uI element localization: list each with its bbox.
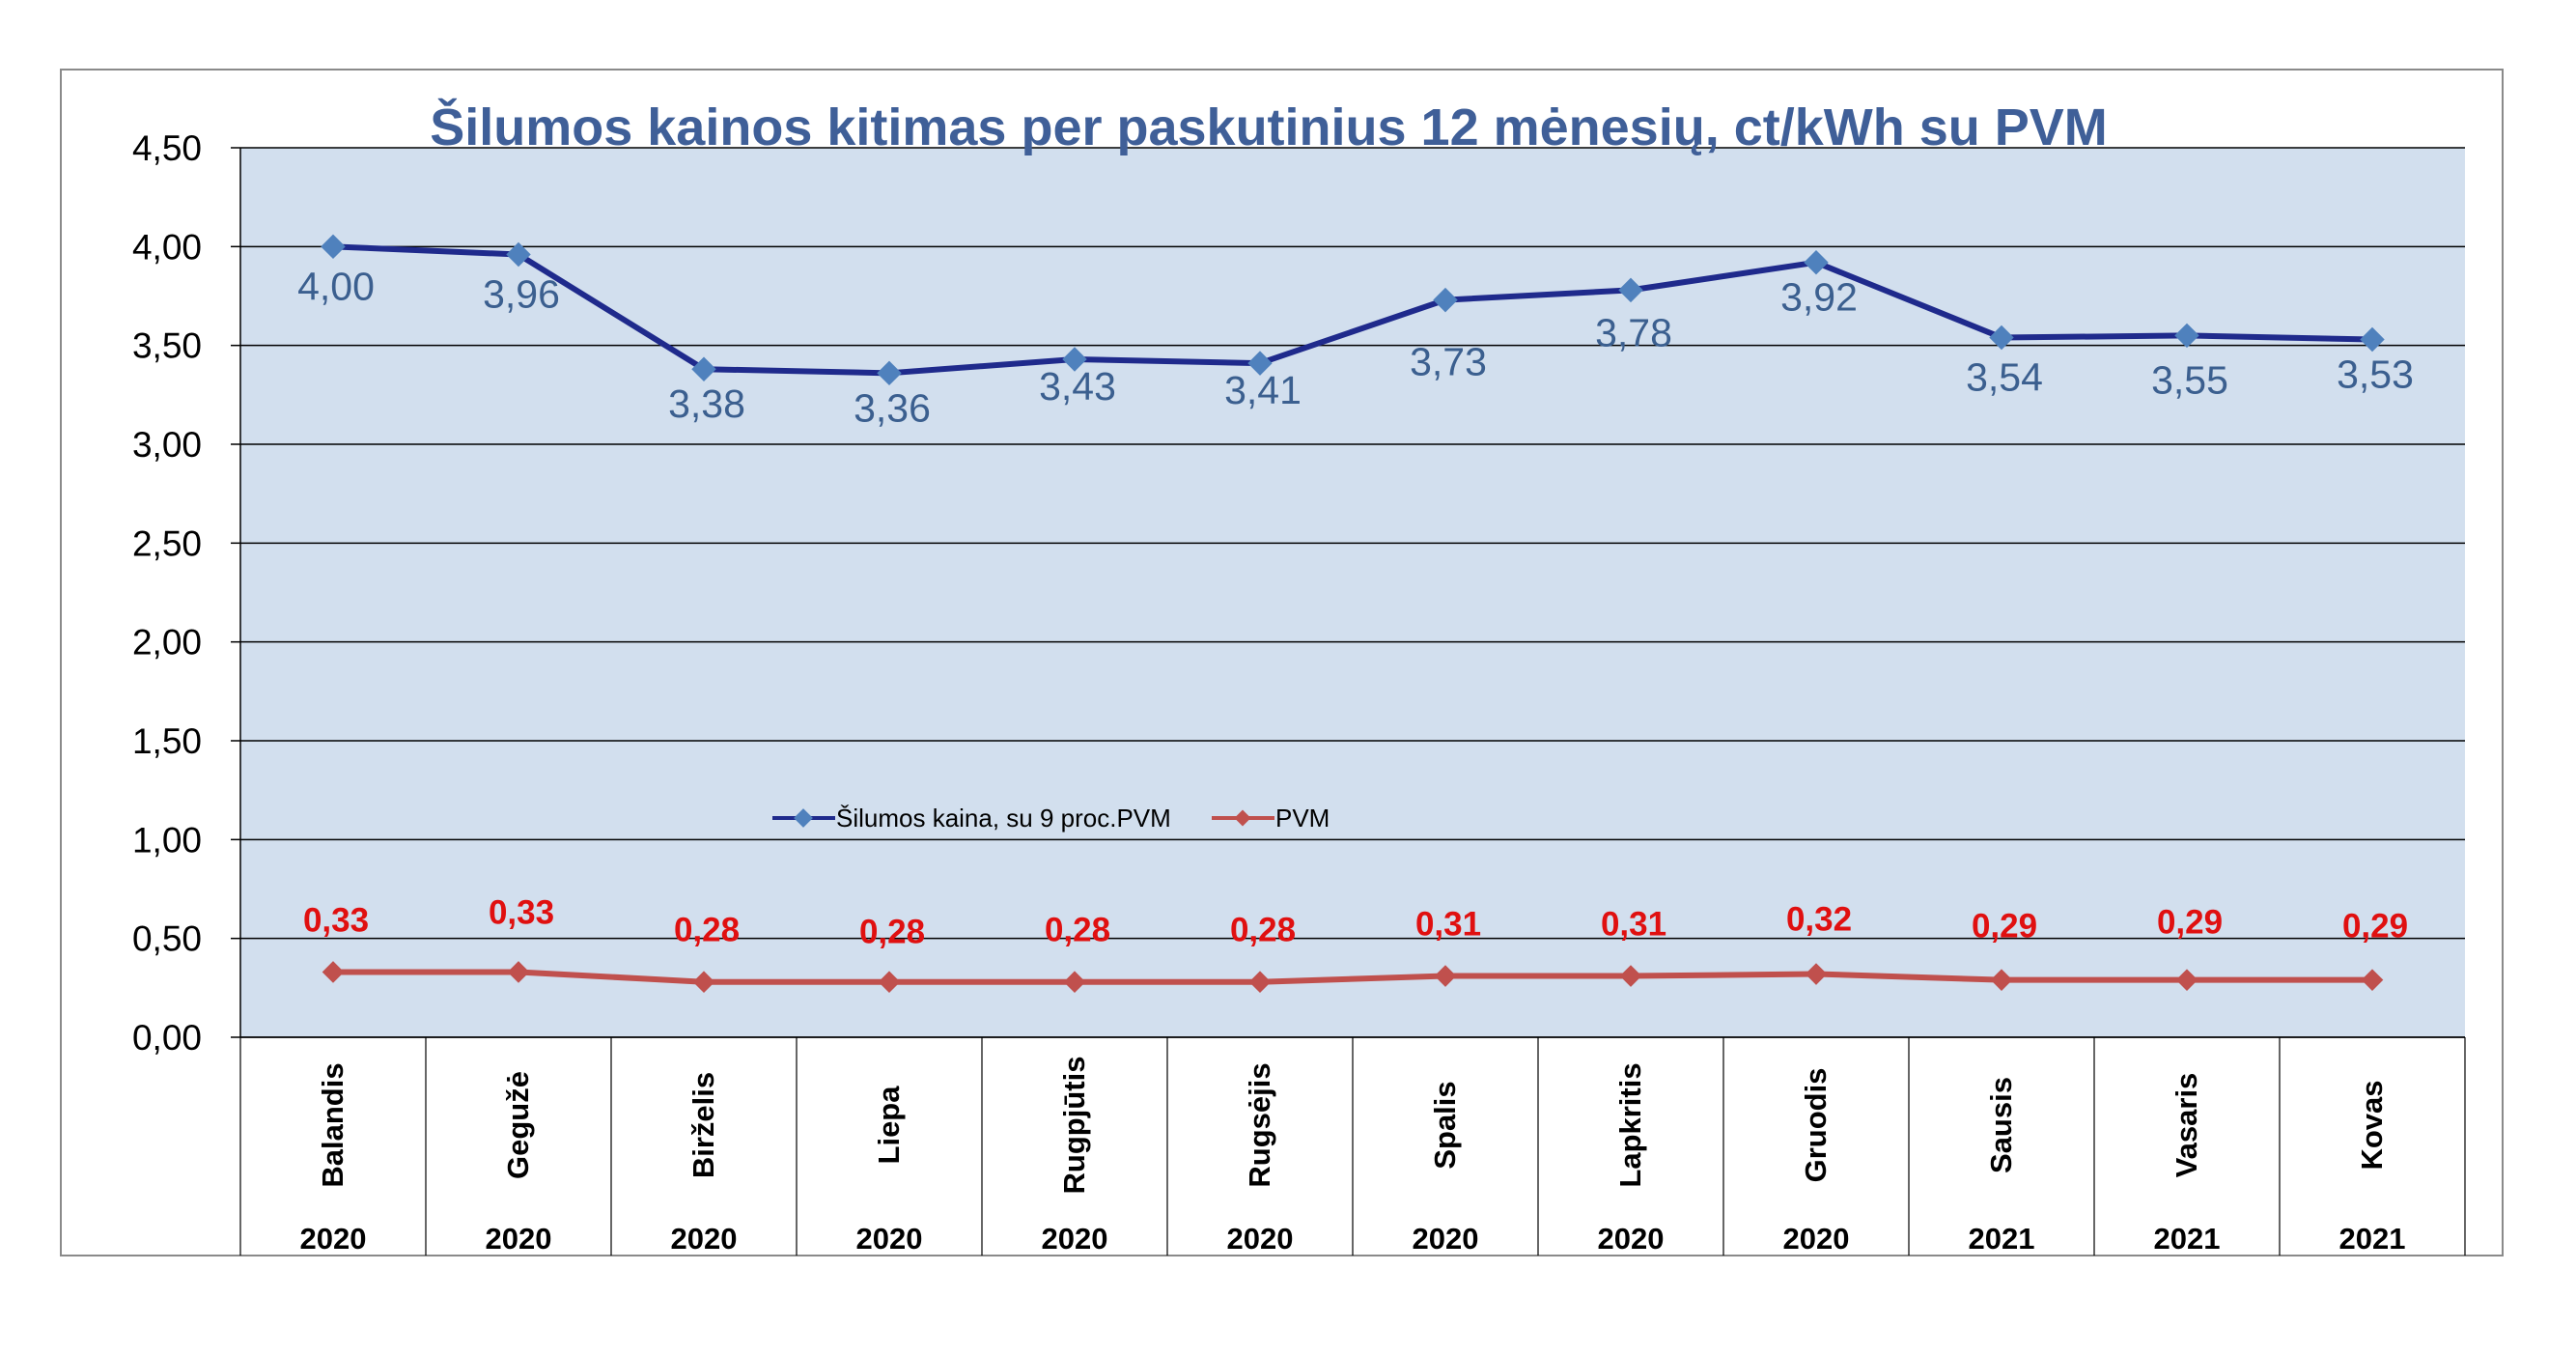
point-pvm-6 [1434,965,1457,987]
label-silumos-4: 3,43 [1039,364,1116,409]
label-silumos-10: 3,55 [2151,357,2228,402]
x-category-lapkritis: Lapkritis [1613,1062,1647,1187]
y-tick-label-4: 2,00 [132,623,202,663]
label-pvm-2: 0,28 [674,912,740,949]
series-group [321,234,2385,994]
point-pvm-0 [322,961,345,983]
label-pvm-8: 0,32 [1786,901,1852,939]
label-silumos-3: 3,36 [854,385,931,430]
y-tick-label-8: 4,00 [132,227,202,267]
x-year-10: 2021 [2154,1222,2221,1256]
point-pvm-3 [878,971,901,994]
label-pvm-0: 0,33 [303,901,369,939]
chart-title: Šilumos kainos kitimas per paskutinius 1… [430,98,2108,156]
label-silumos-7: 3,78 [1595,310,1672,354]
x-year-6: 2020 [1413,1222,1479,1256]
point-pvm-7 [1619,965,1642,987]
plot-area [240,148,2465,1037]
y-tick-label-0: 0,00 [132,1018,202,1058]
x-axis: Balandis 2020 Gegužė 2020 Birželis 2020 Liepa 2… [300,1057,2406,1256]
x-year-4: 2020 [1042,1222,1108,1256]
legend-marker-series-2 [1234,809,1251,827]
label-pvm-10: 0,29 [2157,904,2223,942]
label-pvm-7: 0,31 [1601,906,1666,944]
legend-label-series-2: PVM [1275,804,1330,833]
legend: Šilumos kaina, su 9 proc.PVM PVM [772,804,1330,833]
series-line-pvm [333,969,2372,985]
x-year-11: 2021 [2339,1222,2406,1256]
point-silumos-1 [506,241,531,268]
x-category-rugsėjis: Rugsėjis [1243,1062,1276,1187]
y-axis: 0,00 0,50 1,00 1,50 2,00 2,50 3,00 3,50 4,00 4,50 [132,128,241,1058]
point-silumos-0 [321,234,346,260]
x-year-9: 2021 [1969,1222,2035,1256]
data-labels: 4,00 3,96 3,38 3,36 3,43 3,41 3,73 3,78 3,92 3,54… [297,264,2414,950]
y-tick-label-1: 0,50 [132,919,202,959]
label-pvm-1: 0,33 [489,893,554,931]
label-silumos-5: 3,41 [1224,368,1302,412]
x-year-5: 2020 [1227,1222,1294,1256]
point-pvm-1 [507,961,530,983]
category-grid [239,1036,2466,1256]
label-pvm-4: 0,28 [1045,912,1110,949]
series-line-silumos-kaina [332,243,2373,377]
label-pvm-9: 0,29 [1972,908,2037,946]
x-category-balandis: Balandis [316,1062,350,1187]
x-category-birželis: Birželis [686,1072,720,1178]
x-year-8: 2020 [1783,1222,1850,1256]
y-tick-label-2: 1,00 [132,820,202,860]
x-year-1: 2020 [486,1222,552,1256]
label-silumos-1: 3,96 [483,272,560,317]
label-pvm-5: 0,28 [1230,912,1296,949]
x-year-3: 2020 [856,1222,923,1256]
label-pvm-6: 0,31 [1415,906,1481,944]
x-category-vasaris: Vasaris [2170,1073,2203,1178]
label-silumos-11: 3,53 [2337,353,2414,397]
x-category-sausis: Sausis [1984,1077,2018,1173]
y-tick-label-3: 1,50 [132,721,202,761]
point-silumos-3 [877,360,902,386]
label-silumos-8: 3,92 [1780,275,1858,320]
point-pvm-8 [1805,963,1828,985]
point-pvm-11 [2361,969,2384,991]
y-tick-label-5: 2,50 [132,523,202,563]
y-tick-label-9: 4,50 [132,128,202,168]
point-pvm-4 [1063,971,1086,994]
label-silumos-9: 3,54 [1966,354,2043,399]
point-pvm-9 [1990,969,2013,991]
x-category-spalis: Spalis [1428,1081,1462,1169]
legend-label-series-1: Šilumos kaina, su 9 proc.PVM [836,804,1171,833]
point-pvm-5 [1248,971,1272,994]
x-category-gegužė: Gegužė [501,1071,535,1179]
point-pvm-10 [2175,969,2198,991]
x-category-gruodis: Gruodis [1799,1068,1833,1183]
x-year-7: 2020 [1598,1222,1665,1256]
x-category-rugpjūtis: Rugpjūtis [1057,1057,1091,1195]
legend-marker-series-1 [794,808,813,828]
x-year-2: 2020 [671,1222,738,1256]
point-pvm-2 [692,971,715,994]
point-silumos-2 [691,356,716,381]
x-category-liepa: Liepa [872,1086,906,1165]
label-pvm-11: 0,29 [2342,908,2408,946]
label-silumos-0: 4,00 [297,264,375,308]
label-silumos-2: 3,38 [668,381,745,426]
x-year-0: 2020 [300,1222,367,1256]
y-tick-label-6: 3,00 [132,425,202,465]
y-tick-label-7: 3,50 [132,326,202,366]
label-silumos-6: 3,73 [1410,340,1487,384]
label-pvm-3: 0,28 [859,914,925,951]
x-category-kovas: Kovas [2355,1080,2389,1170]
